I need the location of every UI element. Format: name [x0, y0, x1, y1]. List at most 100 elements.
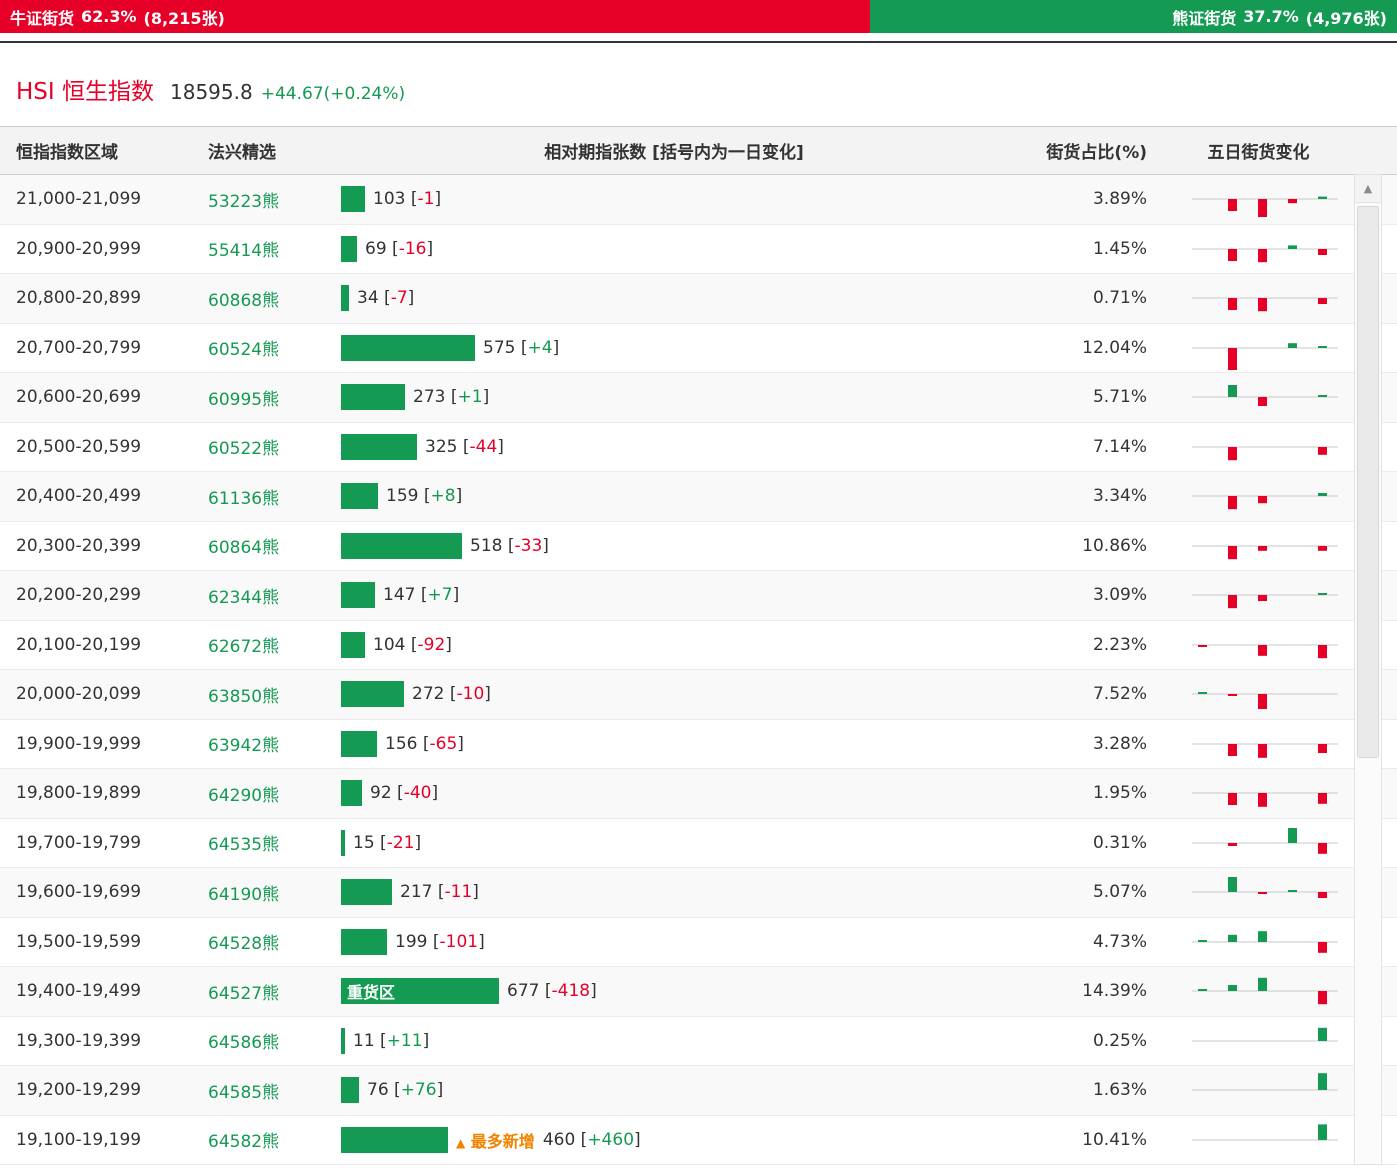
five-day-sparkline [1191, 297, 1338, 312]
warrant-code-link[interactable]: 53223熊 [208, 191, 280, 212]
table-row: 20,200-20,299 62344熊 147 [+7] 3.09% [0, 571, 1397, 621]
scroll-thumb[interactable] [1357, 206, 1379, 758]
five-day-change-cell [1165, 276, 1352, 320]
open-interest-value: 103 [-1] [373, 189, 442, 210]
warrant-code-link[interactable]: 60864熊 [208, 538, 280, 559]
open-interest-value: 147 [+7] [383, 585, 460, 606]
table-row: 20,900-20,999 55414熊 69 [-16] 1.45% [0, 224, 1397, 274]
header-five-day-change: 五日街货变化 [1207, 143, 1310, 163]
street-ratio-value: 3.89% [1092, 189, 1147, 210]
open-interest-value: 518 [-33] [470, 535, 549, 556]
open-interest-bar [341, 532, 462, 559]
five-day-sparkline [1191, 446, 1338, 460]
five-day-sparkline [1191, 385, 1338, 407]
five-day-change-cell [1165, 1019, 1352, 1063]
street-ratio-value: 7.14% [1092, 436, 1147, 457]
open-interest-cell: 159 [+8] [338, 483, 1010, 510]
open-interest-bar [341, 235, 357, 262]
open-interest-bar [341, 631, 365, 658]
header-open-interest: 相对期指张数 [括号内为一日变化] [544, 143, 804, 163]
five-day-change-cell [1165, 821, 1352, 865]
open-interest-bar [341, 433, 417, 460]
warrant-code-link[interactable]: 60868熊 [208, 290, 280, 311]
bear-cbbc-bar: 熊证街货 37.7% (4,976张) [870, 0, 1397, 33]
warrant-code-link[interactable]: 64586熊 [208, 1033, 280, 1054]
warrant-code-link[interactable]: 64535熊 [208, 835, 280, 856]
warrant-code-link[interactable]: 63942熊 [208, 736, 280, 757]
index-range: 19,100-19,199 [16, 1129, 142, 1150]
warrant-code-link[interactable]: 64528熊 [208, 934, 280, 955]
index-range: 20,800-20,899 [16, 288, 142, 309]
open-interest-cell: 518 [-33] [338, 532, 1010, 559]
open-interest-value: 325 [-44] [425, 436, 504, 457]
open-interest-bar [341, 334, 475, 361]
index-value: 18595.8 [170, 80, 253, 104]
five-day-change-cell [1165, 920, 1352, 964]
warrant-code-link[interactable]: 64527熊 [208, 983, 280, 1004]
street-ratio-value: 1.63% [1092, 1080, 1147, 1101]
table-row: 19,300-19,399 64586熊 11 [+11] 0.25% [0, 1016, 1397, 1066]
table-row: 19,400-19,499 64527熊 重货区 677 [-418] 14.39% [0, 967, 1397, 1017]
warrant-code-link[interactable]: 64290熊 [208, 785, 280, 806]
warrant-code-link[interactable]: 64585熊 [208, 1082, 280, 1103]
open-interest-cell: 34 [-7] [338, 285, 1010, 312]
table-row: 19,800-19,899 64290熊 92 [-40] 1.95% [0, 769, 1397, 819]
five-day-sparkline [1191, 877, 1338, 899]
street-ratio-value: 5.07% [1092, 882, 1147, 903]
warrant-code-link[interactable]: 60522熊 [208, 439, 280, 460]
warrant-code-link[interactable]: 63850熊 [208, 686, 280, 707]
heavy-zone-tag: 重货区 [347, 983, 396, 1003]
index-range: 20,600-20,699 [16, 387, 142, 408]
index-range: 19,800-19,899 [16, 783, 142, 804]
header-street-ratio: 街货占比(%) [1046, 143, 1147, 163]
open-interest-bar [341, 681, 404, 708]
index-name: HSI 恒生指数 [16, 79, 154, 105]
open-interest-value: 460 [+460] [542, 1129, 641, 1150]
index-header: HSI 恒生指数 18595.8 +44.67(+0.24%) [0, 43, 1397, 126]
five-day-change-cell [1165, 474, 1352, 518]
open-interest-value: 156 [-65] [385, 733, 464, 754]
five-day-change-cell [1165, 227, 1352, 271]
warrant-code-link[interactable]: 61136熊 [208, 488, 280, 509]
table-row: 20,300-20,399 60864熊 518 [-33] 10.86% [0, 521, 1397, 571]
warrant-code-link[interactable]: 62672熊 [208, 637, 280, 658]
open-interest-bar [341, 1027, 345, 1054]
header-warrant-pick: 法兴精选 [208, 143, 276, 163]
index-range: 20,700-20,799 [16, 337, 142, 358]
scroll-up-button[interactable]: ▲ [1355, 175, 1381, 203]
bull-cbbc-bar: 牛证街货 62.3% (8,215张) [0, 0, 871, 33]
table-row: 19,100-19,199 64582熊 ▲ 最多新增 460 [+460] 10.41… [0, 1115, 1397, 1165]
open-interest-value: 34 [-7] [357, 288, 415, 309]
warrant-code-link[interactable]: 60524熊 [208, 340, 280, 361]
five-day-sparkline [1191, 1073, 1338, 1091]
bull-pct: 62.3% [81, 7, 137, 26]
street-ratio-value: 1.95% [1092, 783, 1147, 804]
street-ratio-value: 0.71% [1092, 288, 1147, 309]
bull-label: 牛证街货 [10, 8, 75, 28]
open-interest-cell: 273 [+1] [338, 384, 1010, 411]
warrant-code-link[interactable]: 62344熊 [208, 587, 280, 608]
street-ratio-value: 3.34% [1092, 486, 1147, 507]
open-interest-cell: 156 [-65] [338, 730, 1010, 757]
open-interest-cell: 104 [-92] [338, 631, 1010, 658]
open-interest-value: 217 [-11] [400, 882, 479, 903]
warrant-code-link[interactable]: 60995熊 [208, 389, 280, 410]
open-interest-bar [341, 928, 387, 955]
open-interest-bar [341, 1077, 359, 1104]
open-interest-value: 575 [+4] [483, 337, 560, 358]
open-interest-value: 15 [-21] [353, 832, 422, 853]
five-day-change-cell [1165, 375, 1352, 419]
index-change: +44.67(+0.24%) [260, 84, 406, 104]
table-row: 19,500-19,599 64528熊 199 [-101] 4.73% [0, 917, 1397, 967]
open-interest-value: 76 [+76] [367, 1080, 444, 1101]
warrant-code-link[interactable]: 55414熊 [208, 241, 280, 262]
warrant-code-link[interactable]: 64582熊 [208, 1132, 280, 1153]
scrollbar[interactable]: ▲ [1354, 174, 1382, 1165]
bear-pct: 37.7% [1243, 7, 1299, 26]
open-interest-value: 159 [+8] [386, 486, 463, 507]
table-row: 20,800-20,899 60868熊 34 [-7] 0.71% [0, 274, 1397, 324]
five-day-sparkline [1191, 342, 1338, 370]
warrant-code-link[interactable]: 64190熊 [208, 884, 280, 905]
index-range: 20,300-20,399 [16, 535, 142, 556]
